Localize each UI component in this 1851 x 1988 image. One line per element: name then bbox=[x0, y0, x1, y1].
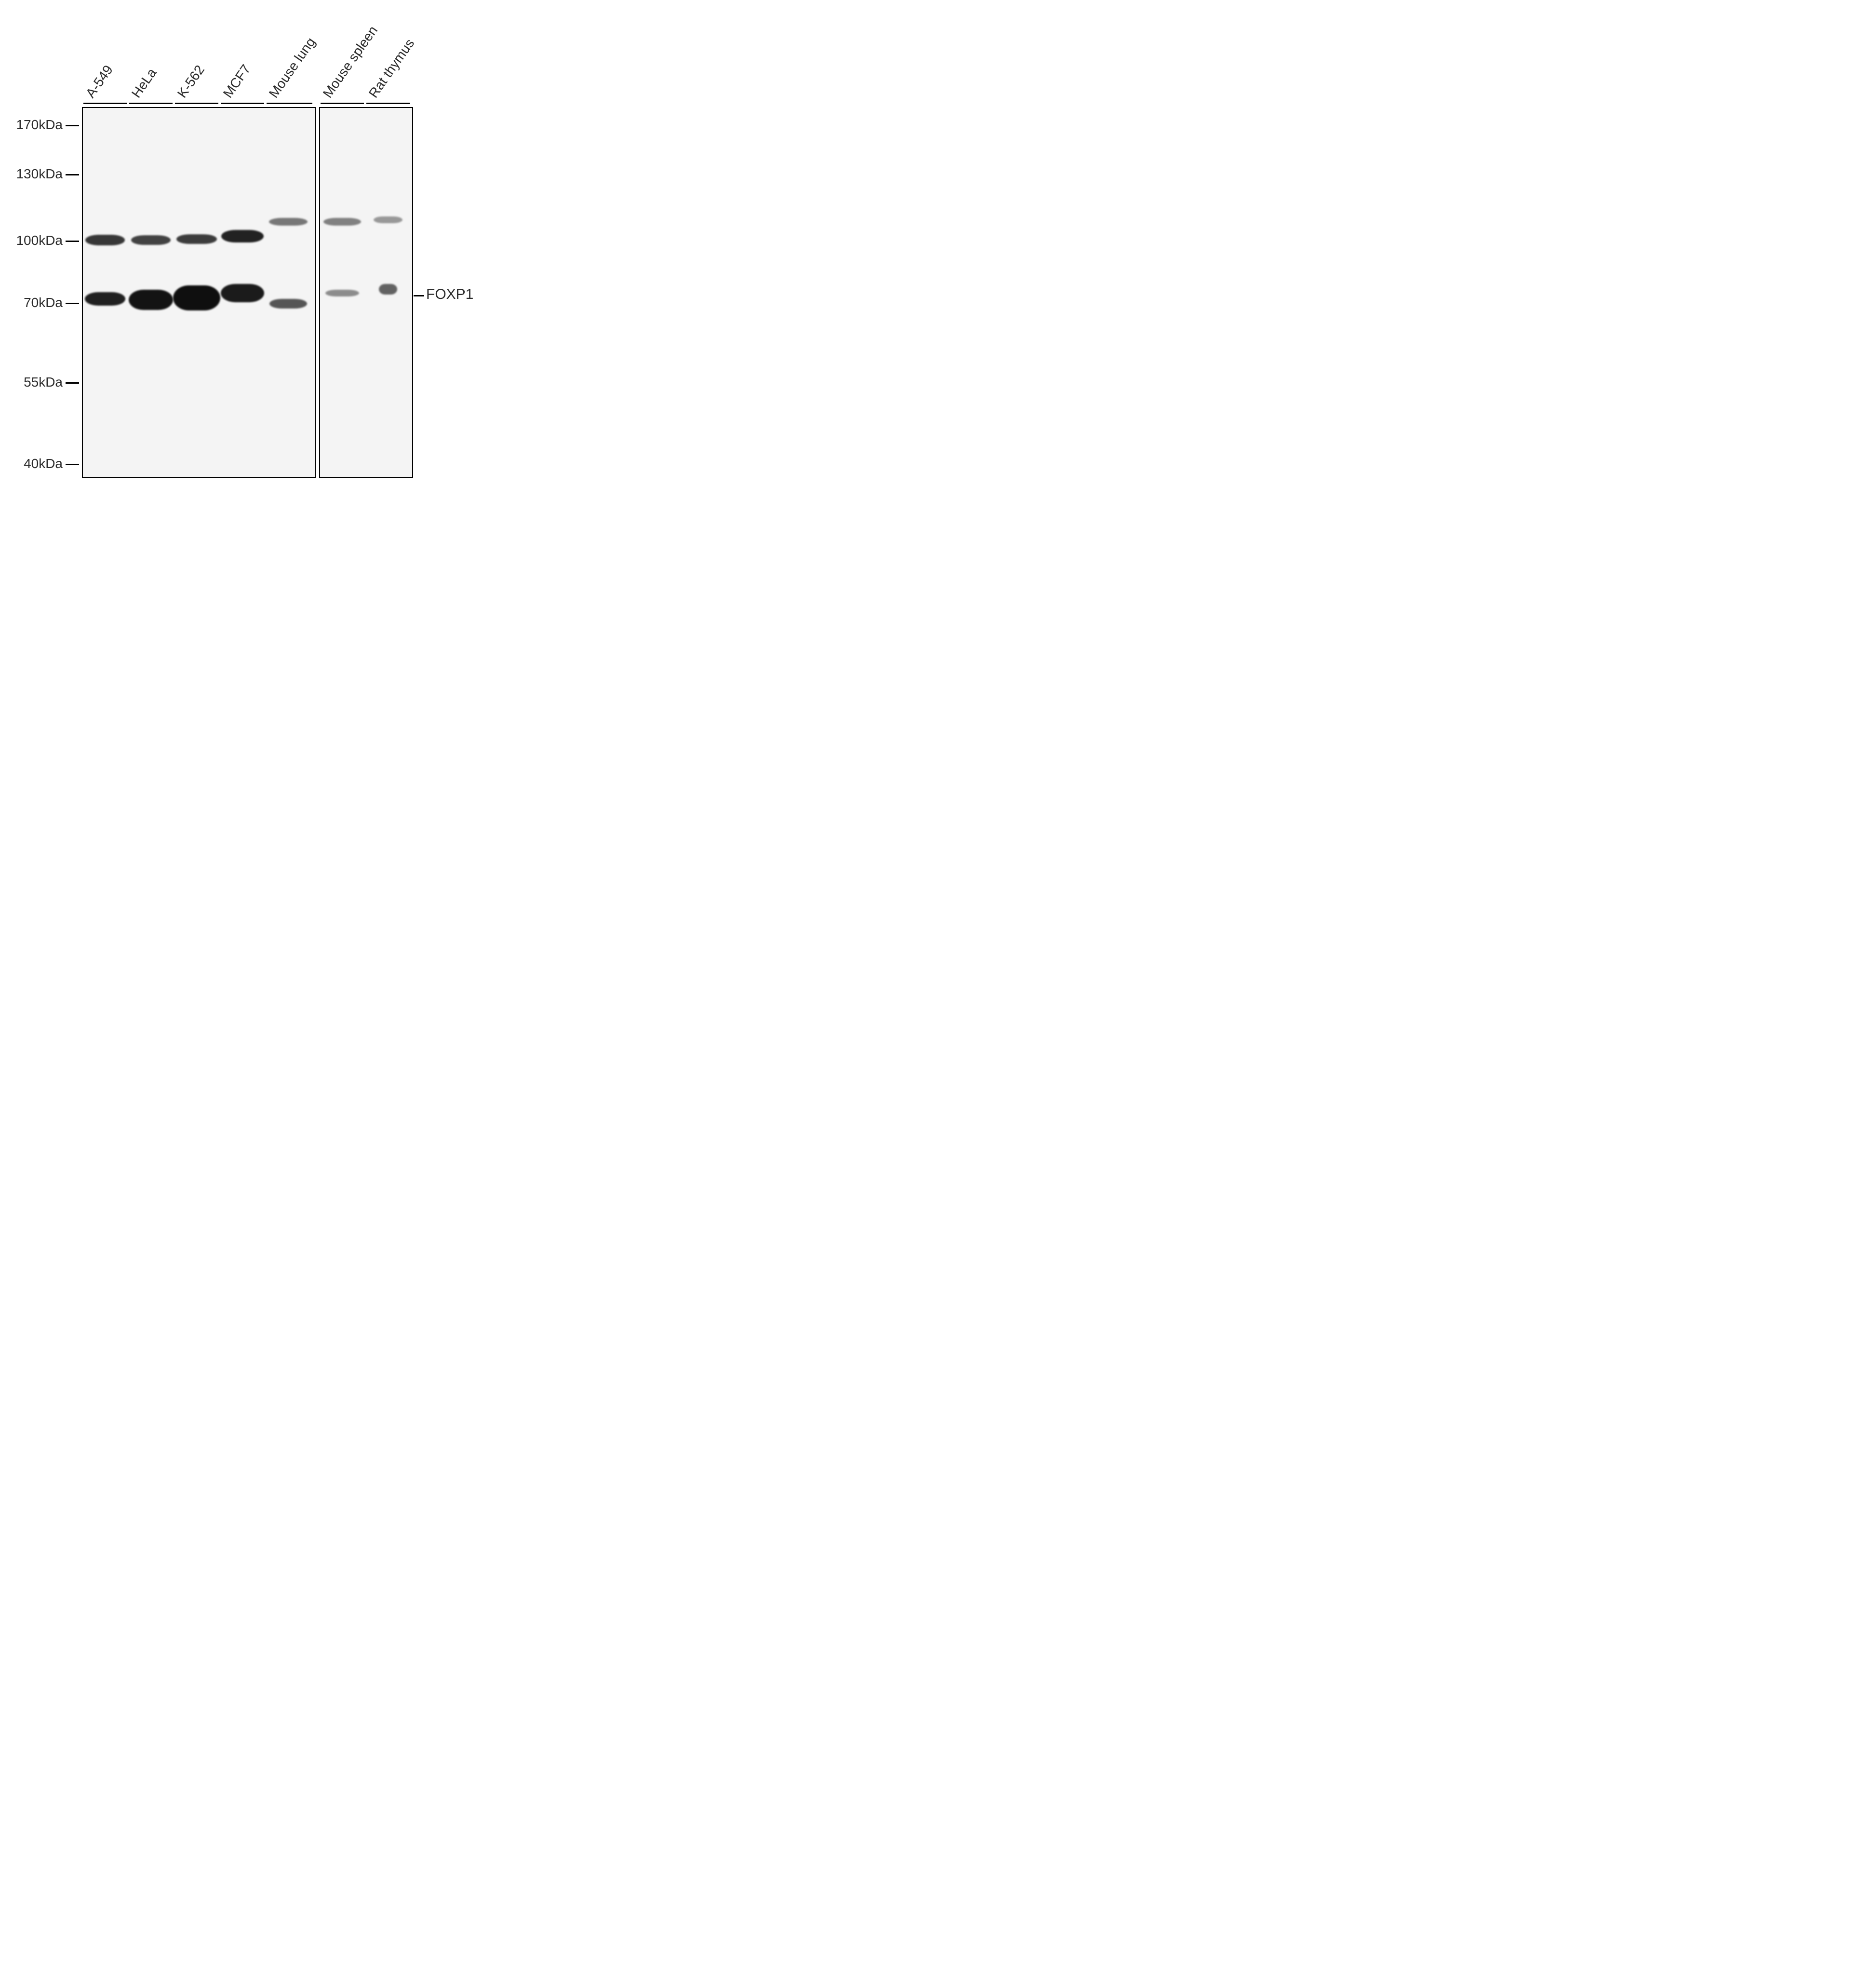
band-lane-k562-9 bbox=[173, 285, 220, 310]
lane-hela-underline bbox=[129, 103, 173, 104]
band-lane-mouse-lung-4 bbox=[269, 218, 308, 226]
band-lane-a549-7 bbox=[85, 292, 125, 306]
lane-mouse-spleen-underline bbox=[321, 103, 364, 104]
lane-k562-label: K-562 bbox=[174, 62, 208, 101]
mw-label-100kDa: 100kDa bbox=[5, 233, 63, 248]
mw-label-55kDa: 55kDa bbox=[5, 375, 63, 390]
lane-k562-underline bbox=[175, 103, 218, 104]
band-lane-mouse-spleen-5 bbox=[323, 218, 361, 226]
lane-mcf7-underline bbox=[221, 103, 264, 104]
western-blot-figure: A-549HeLaK-562MCF7Mouse lungMouse spleen… bbox=[0, 0, 463, 497]
lane-a549-label: A-549 bbox=[83, 62, 116, 101]
band-lane-k562-2 bbox=[176, 234, 217, 244]
band-lane-rat-thymus-6 bbox=[374, 216, 402, 223]
mw-tick-70kDa bbox=[66, 303, 79, 304]
lane-hela-label: HeLa bbox=[129, 66, 160, 101]
band-lane-mouse-lung-11 bbox=[269, 299, 307, 309]
band-lane-mouse-spleen-12 bbox=[325, 290, 359, 296]
lane-rat-thymus-underline bbox=[366, 103, 410, 104]
band-lane-mcf7-10 bbox=[221, 284, 264, 302]
lane-a549-underline bbox=[83, 103, 127, 104]
mw-tick-40kDa bbox=[66, 464, 79, 465]
lane-mcf7-label: MCF7 bbox=[220, 62, 254, 101]
band-lane-hela-1 bbox=[131, 235, 171, 245]
mw-tick-100kDa bbox=[66, 241, 79, 242]
band-lane-hela-8 bbox=[129, 290, 173, 310]
target-tick bbox=[414, 295, 424, 296]
mw-label-170kDa: 170kDa bbox=[5, 117, 63, 133]
lane-rat-thymus-label: Rat thymus bbox=[366, 36, 417, 101]
mw-label-70kDa: 70kDa bbox=[5, 295, 63, 310]
lane-mouse-lung-underline bbox=[267, 103, 312, 104]
mw-label-130kDa: 130kDa bbox=[5, 166, 63, 182]
band-lane-a549-0 bbox=[85, 235, 125, 245]
band-lane-rat-thymus-13 bbox=[379, 284, 397, 295]
target-label: FOXP1 bbox=[426, 286, 473, 303]
mw-label-40kDa: 40kDa bbox=[5, 456, 63, 471]
lane-mouse-lung-label: Mouse lung bbox=[266, 35, 319, 101]
mw-tick-55kDa bbox=[66, 382, 79, 384]
mw-tick-130kDa bbox=[66, 174, 79, 175]
band-lane-mcf7-3 bbox=[221, 230, 264, 242]
mw-tick-170kDa bbox=[66, 125, 79, 126]
